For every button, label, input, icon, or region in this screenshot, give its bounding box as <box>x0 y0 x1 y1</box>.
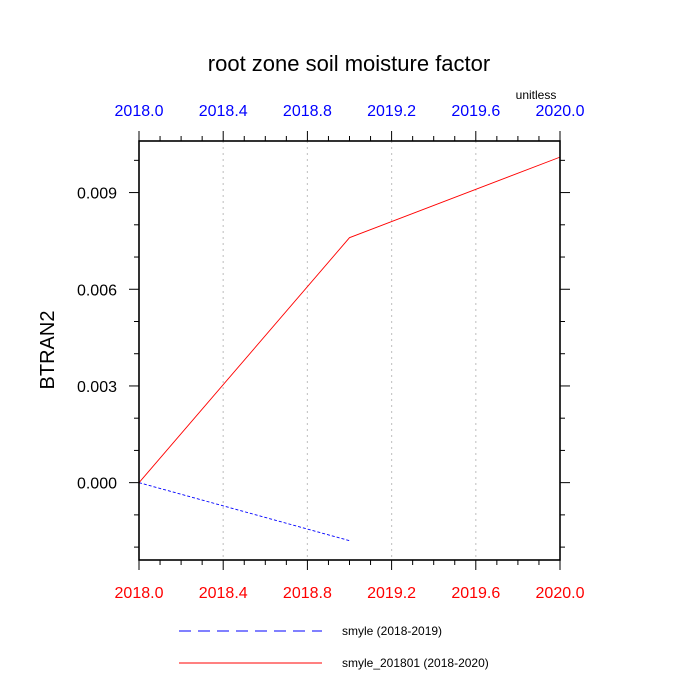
series-line-2 <box>138 156 561 483</box>
x-tick-label-top: 2018.0 <box>115 103 164 120</box>
units-label: unitless <box>516 88 557 102</box>
series-line-1 <box>138 482 350 542</box>
legend: smyle (2018-2019) smyle_201801 (2018-2020… <box>179 624 489 670</box>
axes-layer <box>138 140 561 561</box>
y-tick-label: 0.003 <box>77 379 117 396</box>
x-tick-label-bottom: 2018.8 <box>283 585 332 602</box>
plot-frame <box>138 140 561 561</box>
x-tick-label-bottom: 2018.4 <box>199 585 248 602</box>
legend-label-2: smyle_201801 (2018-2020) <box>342 656 489 670</box>
y-tick-label: 0.006 <box>77 282 117 299</box>
x-tick-label-top: 2020.0 <box>536 103 585 120</box>
chart-title: root zone soil moisture factor <box>208 51 490 76</box>
y-tick-label: 0.009 <box>77 186 117 203</box>
x-tick-label-top: 2019.6 <box>451 103 500 120</box>
x-tick-label-top: 2018.8 <box>283 103 332 120</box>
x-tick-label-bottom: 2019.2 <box>367 585 416 602</box>
x-tick-label-bottom: 2019.6 <box>451 585 500 602</box>
x-tick-label-top: 2019.2 <box>367 103 416 120</box>
x-tick-label-bottom: 2018.0 <box>115 585 164 602</box>
ticks-layer: 2018.0 2018.0 2018.4 2018.4 2018.8 2018.8 2019… <box>77 103 585 602</box>
y-axis-label: BTRAN2 <box>37 311 59 390</box>
x-tick-label-bottom: 2020.0 <box>536 585 585 602</box>
legend-label-1: smyle (2018-2019) <box>342 624 442 638</box>
series-layer <box>138 156 561 542</box>
grid-layer <box>222 141 477 560</box>
y-tick-label: 0.000 <box>77 476 117 493</box>
x-tick-label-top: 2018.4 <box>199 103 248 120</box>
